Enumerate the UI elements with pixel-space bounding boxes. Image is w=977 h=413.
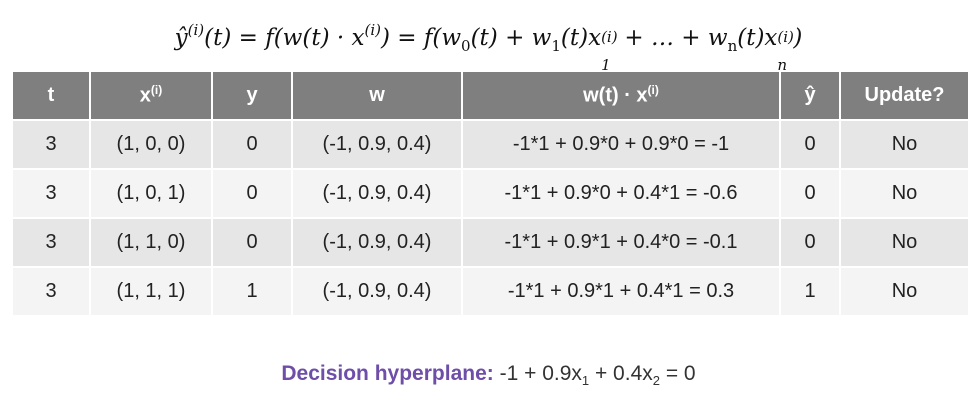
cell-y: 0 [213, 219, 293, 268]
formula-sup-i-1: (i) [187, 21, 205, 39]
cell-x: (1, 1, 1) [91, 268, 213, 317]
table-row: 3 (1, 1, 1) 1 (-1, 0.9, 0.4) -1*1 + 0.9*… [13, 268, 968, 317]
hyperplane-label: Decision hyperplane: [281, 362, 494, 385]
cell-yhat: 0 [781, 121, 841, 170]
formula-lhs-arg: (t) = f(w(t) · x [204, 25, 365, 51]
cell-w: (-1, 0.9, 0.4) [293, 219, 463, 268]
cell-update: No [841, 268, 968, 317]
cell-t: 3 [13, 219, 91, 268]
cell-t: 3 [13, 121, 91, 170]
header-update: Update? [841, 72, 968, 121]
cell-y: 0 [213, 170, 293, 219]
formula-stack-n-sup: (i) [777, 28, 794, 46]
cell-y: 1 [213, 268, 293, 317]
formula-mid: ) = f(w [380, 25, 462, 51]
header-yhat: ŷ [781, 72, 841, 121]
cell-x: (1, 1, 0) [91, 219, 213, 268]
formula-stack-1-sub: 1 [601, 56, 611, 74]
formula-sub-n: n [727, 37, 738, 55]
cell-dot: -1*1 + 0.9*1 + 0.4*1 = 0.3 [463, 268, 781, 317]
cell-dot: -1*1 + 0.9*0 + 0.9*0 = -1 [463, 121, 781, 170]
cell-x: (1, 0, 0) [91, 121, 213, 170]
formula-stack-n-sub: n [777, 56, 788, 74]
formula-part-b: (t)x [560, 25, 602, 51]
formula-sup-i-2: (i) [364, 21, 381, 39]
perceptron-table: t x(i) y w w(t) · x(i) ŷ Update? 3 (1, 0… [13, 72, 968, 317]
header-x-text: x [139, 84, 151, 107]
header-x-sup: (i) [150, 83, 163, 98]
header-x: x(i) [91, 72, 213, 121]
cell-dot: -1*1 + 0.9*1 + 0.4*0 = -0.1 [463, 219, 781, 268]
header-w: w [293, 72, 463, 121]
cell-update: No [841, 170, 968, 219]
update-formula: ŷ(i)(t) = f(w(t) · x(i)) = f(w0(t) + w1(… [0, 2, 977, 73]
formula-end: ) [793, 25, 803, 51]
table-row: 3 (1, 1, 0) 0 (-1, 0.9, 0.4) -1*1 + 0.9*… [13, 219, 968, 268]
formula-stack-1-sup: (i) [601, 28, 618, 46]
cell-update: No [841, 219, 968, 268]
header-t: t [13, 72, 91, 121]
decision-hyperplane: Decision hyperplane: -1 + 0.9x1 + 0.4x2 … [0, 362, 977, 388]
cell-y: 0 [213, 121, 293, 170]
hyperplane-eq-a: -1 + 0.9x [493, 362, 582, 385]
table-header-row: t x(i) y w w(t) · x(i) ŷ Update? [13, 72, 968, 121]
header-dot-sup: (i) [647, 83, 659, 98]
formula-part-c: + … + w [617, 25, 728, 51]
table-row: 3 (1, 0, 0) 0 (-1, 0.9, 0.4) -1*1 + 0.9*… [13, 121, 968, 170]
cell-t: 3 [13, 170, 91, 219]
cell-w: (-1, 0.9, 0.4) [293, 121, 463, 170]
cell-t: 3 [13, 268, 91, 317]
cell-dot: -1*1 + 0.9*0 + 0.4*1 = -0.6 [463, 170, 781, 219]
cell-w: (-1, 0.9, 0.4) [293, 170, 463, 219]
cell-yhat: 0 [781, 170, 841, 219]
hyperplane-eq-c: = 0 [660, 362, 696, 385]
hyperplane-sub-2: 2 [652, 373, 660, 389]
cell-w: (-1, 0.9, 0.4) [293, 268, 463, 317]
cell-update: No [841, 121, 968, 170]
header-y: y [213, 72, 293, 121]
formula-sub-0: 0 [461, 37, 471, 55]
hyperplane-sub-1: 1 [581, 373, 590, 389]
formula-part-d: (t)x [737, 25, 778, 51]
formula-yhat: ŷ [174, 25, 188, 51]
cell-yhat: 0 [781, 219, 841, 268]
cell-x: (1, 0, 1) [91, 170, 213, 219]
header-dot: w(t) · x(i) [463, 72, 781, 121]
formula-sub-1: 1 [551, 37, 561, 55]
table-row: 3 (1, 0, 1) 0 (-1, 0.9, 0.4) -1*1 + 0.9*… [13, 170, 968, 219]
cell-yhat: 1 [781, 268, 841, 317]
header-dot-text: w(t) · x [583, 84, 648, 107]
hyperplane-eq-b: + 0.4x [589, 362, 653, 385]
formula-part-a: (t) + w [470, 25, 552, 51]
